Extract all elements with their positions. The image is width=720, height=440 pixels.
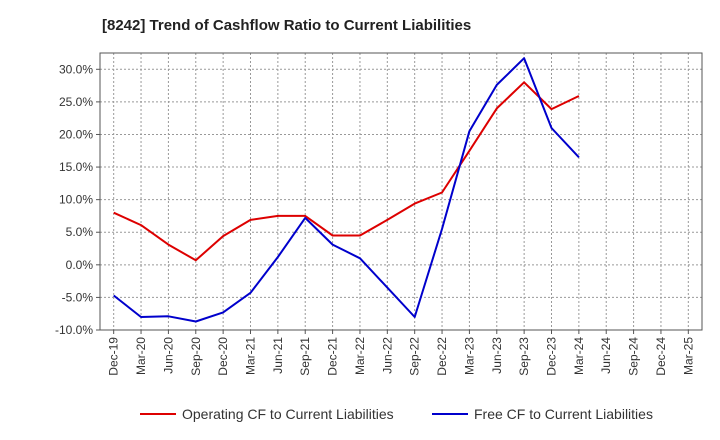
plot-area [99,52,703,331]
x-tick-label: Dec-23 [545,337,559,376]
legend-label: Operating CF to Current Liabilities [182,406,394,422]
y-tick-label: 25.0% [59,95,93,109]
x-tick-label: Mar-25 [681,337,695,375]
y-tick-label: 20.0% [59,127,93,141]
x-tick-label: Jun-22 [380,337,394,374]
x-tick-label: Mar-22 [353,337,367,375]
y-axis: -10.0% -5.0% 0.0% 5.0% 10.0% 15.0% 20.0% 25.0% 3… [55,62,100,337]
y-tick-label: -10.0% [55,323,93,337]
y-tick-label: 5.0% [66,225,94,239]
x-tick-label: Dec-21 [326,337,340,376]
x-tick-label: Jun-21 [271,337,285,374]
y-tick-label: -5.0% [62,290,94,304]
series-line-0 [113,81,580,262]
x-tick-label: Dec-24 [654,337,668,376]
x-tick-label: Mar-21 [244,337,258,375]
y-tick-label: 10.0% [59,193,93,207]
series-line-1 [113,57,580,323]
x-tick-label: Sep-22 [408,337,422,376]
x-tick-label: Sep-23 [517,337,531,376]
x-tick-label: Sep-24 [627,337,641,376]
legend-item-0: Operating CF to Current Liabilities [140,406,394,422]
legend-label: Free CF to Current Liabilities [474,406,653,422]
x-tick-label: Jun-23 [490,337,504,374]
x-tick-label: Jun-24 [599,337,613,374]
x-tick-label: Sep-20 [189,337,203,376]
y-tick-label: 30.0% [59,62,93,76]
series-lines [113,57,580,323]
x-tick-label: Dec-20 [216,337,230,376]
legend: Operating CF to Current Liabilities Free … [140,406,653,422]
x-tick-label: Dec-22 [435,337,449,376]
x-tick-label: Mar-23 [462,337,476,375]
legend-item-1: Free CF to Current Liabilities [432,406,653,422]
grid-lines [100,53,702,331]
x-tick-label: Jun-20 [161,337,175,374]
x-tick-label: Sep-21 [298,337,312,376]
y-tick-label: 15.0% [59,160,93,174]
y-tick-label: 0.0% [66,258,94,272]
x-tick-label: Mar-24 [572,337,586,375]
x-tick-label: Mar-20 [134,337,148,375]
x-axis: Dec-19 Mar-20 Jun-20 Sep-20 Dec-20 Mar-21 Jun-… [107,330,695,376]
x-tick-label: Dec-19 [107,337,121,376]
plot-border [99,52,703,331]
chart-title: [8242] Trend of Cashflow Ratio to Curren… [102,17,471,34]
